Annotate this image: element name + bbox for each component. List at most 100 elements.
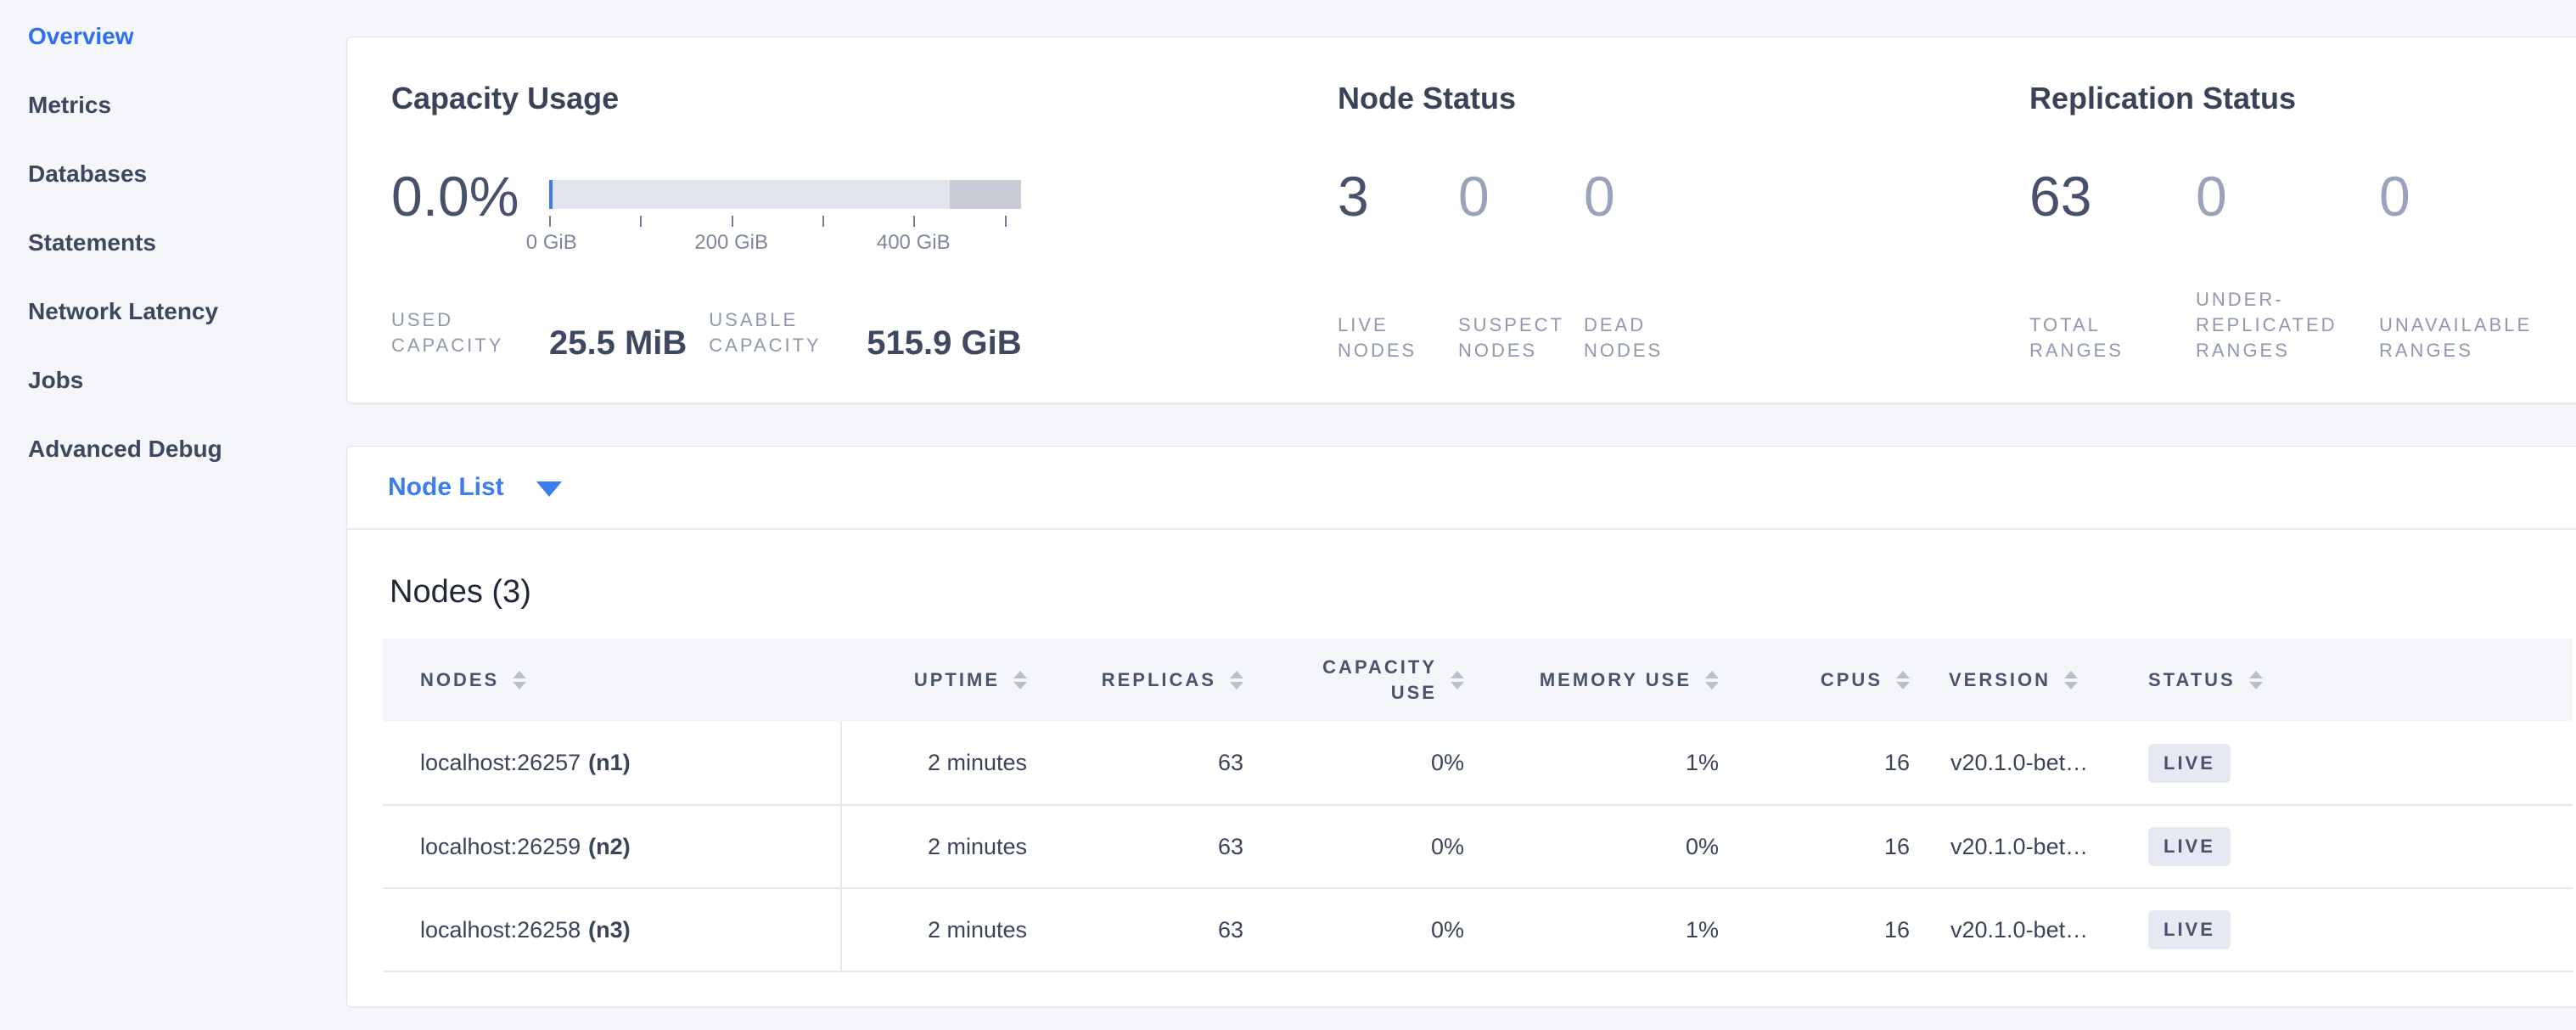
- capacity-bar-used-segment: [549, 180, 553, 209]
- replicas-cell: 63: [1217, 916, 1243, 943]
- version-cell: v20.1.0-bet…: [1950, 916, 2089, 943]
- live-nodes-stat: 3 LIVE NODES: [1338, 168, 1458, 363]
- column-header-replicas-label: REPLICAS: [1101, 669, 1216, 690]
- sort-icon: [1230, 671, 1243, 689]
- sidebar-item-metrics[interactable]: Metrics: [28, 91, 112, 118]
- used-capacity-value: 25.5 MiB: [549, 324, 687, 362]
- replication-status-title: Replication Status: [2029, 81, 2297, 115]
- column-header-memory-use[interactable]: MEMORY USE: [1503, 639, 1758, 722]
- column-header-nodes-label: NODES: [420, 669, 500, 690]
- node-list-dropdown[interactable]: Node List: [347, 447, 2576, 530]
- sort-icon: [2064, 671, 2079, 689]
- sidebar-item-databases[interactable]: Databases: [28, 160, 148, 187]
- capacity-stats: USED CAPACITY 25.5 MiB USABLE CAPACITY 5…: [391, 307, 1338, 362]
- node-status-stats: 3 LIVE NODES 0 SUSPECT NODES 0 DEAD NODE…: [1338, 168, 2029, 363]
- sort-icon: [1451, 671, 1464, 689]
- column-header-capacity-use-label: CAPACITY USE: [1322, 656, 1437, 703]
- unavailable-ranges-stat: 0 UNAVAILABLE RANGES: [2379, 168, 2574, 363]
- column-header-version-label: VERSION: [1949, 669, 2051, 690]
- column-header-capacity-use[interactable]: CAPACITY USE: [1282, 639, 1503, 722]
- table-row-n2[interactable]: localhost:26259 (n2) 2 minutes 63 0% 0% 1…: [383, 805, 2573, 888]
- table-row-n3[interactable]: localhost:26258 (n3) 2 minutes 63 0% 1% 1…: [383, 888, 2573, 971]
- suspect-nodes-label: SUSPECT NODES: [1458, 314, 1564, 361]
- column-header-cpus[interactable]: CPUS: [1758, 639, 1949, 722]
- total-ranges-value: 63: [2029, 165, 2092, 228]
- sidebar-item-statements[interactable]: Statements: [28, 228, 156, 256]
- column-header-memory-use-label: MEMORY USE: [1539, 669, 1692, 690]
- sidebar: Overview Metrics Databases Statements Ne…: [0, 0, 346, 1030]
- live-nodes-label: LIVE NODES: [1338, 314, 1417, 361]
- version-cell: v20.1.0-bet…: [1950, 750, 2089, 775]
- capacity-axis-ticks: [549, 209, 1021, 228]
- usable-capacity-label: USABLE CAPACITY: [709, 309, 822, 356]
- axis-label-400gib: 400 GiB: [876, 231, 951, 254]
- capacity-use-cell: 0%: [1430, 833, 1464, 859]
- column-header-cpus-label: CPUS: [1820, 669, 1883, 690]
- uptime-cell: 2 minutes: [927, 833, 1027, 859]
- sidebar-item-jobs[interactable]: Jobs: [28, 366, 84, 393]
- suspect-nodes-value: 0: [1458, 165, 1490, 228]
- sidebar-item-overview[interactable]: Overview: [28, 22, 134, 49]
- sort-icon: [1896, 671, 1910, 689]
- dead-nodes-label: DEAD NODES: [1584, 314, 1664, 361]
- node-id: (n2): [588, 833, 631, 859]
- axis-label-0gib: 0 GiB: [525, 231, 577, 254]
- node-status-panel: Node Status 3 LIVE NODES 0 SUSPECT NODES…: [1338, 82, 2029, 402]
- table-row-n1[interactable]: localhost:26257 (n1) 2 minutes 63 0% 1% 1…: [383, 722, 2573, 805]
- memory-use-cell: 1%: [1685, 750, 1719, 775]
- capacity-usage-panel: Capacity Usage 0.0%: [391, 82, 1338, 402]
- usable-capacity-value: 515.9 GiB: [867, 324, 1022, 362]
- used-capacity-label: USED CAPACITY: [391, 309, 504, 356]
- capacity-use-cell: 0%: [1430, 916, 1464, 943]
- usable-capacity-stat: USABLE CAPACITY 515.9 GiB: [709, 307, 1022, 362]
- node-id: (n1): [588, 750, 631, 775]
- node-status-title: Node Status: [1338, 81, 1517, 115]
- column-header-replicas[interactable]: REPLICAS: [1066, 639, 1282, 722]
- nodes-table: NODES UPTIME REPLICAS CAPACITY USE: [383, 639, 2573, 972]
- cpus-cell: 16: [1883, 916, 1910, 943]
- under-replicated-ranges-label: UNDER-REPLICATED RANGES: [2196, 289, 2337, 361]
- node-address[interactable]: localhost:26258: [420, 916, 581, 943]
- memory-use-cell: 0%: [1685, 833, 1719, 859]
- column-header-uptime[interactable]: UPTIME: [841, 639, 1066, 722]
- used-capacity-stat: USED CAPACITY 25.5 MiB: [391, 307, 687, 362]
- axis-label-200gib: 200 GiB: [694, 231, 768, 254]
- status-badge: LIVE: [2148, 910, 2231, 949]
- capacity-use-cell: 0%: [1430, 750, 1464, 775]
- capacity-bar-other-segment: [950, 180, 1021, 209]
- chevron-down-icon: [536, 481, 562, 497]
- unavailable-ranges-label: UNAVAILABLE RANGES: [2379, 314, 2533, 361]
- cpus-cell: 16: [1883, 833, 1910, 859]
- main-content: Capacity Usage 0.0%: [346, 0, 2576, 1030]
- sidebar-item-advanced-debug[interactable]: Advanced Debug: [28, 435, 222, 462]
- unavailable-ranges-value: 0: [2379, 165, 2410, 228]
- sort-icon: [1013, 671, 1027, 689]
- column-header-status[interactable]: STATUS: [2148, 639, 2573, 722]
- live-nodes-value: 3: [1338, 165, 1369, 228]
- dead-nodes-stat: 0 DEAD NODES: [1584, 168, 1728, 363]
- capacity-bar: [549, 180, 1021, 209]
- version-cell: v20.1.0-bet…: [1950, 833, 2089, 859]
- cluster-summary-card: Capacity Usage 0.0%: [346, 37, 2576, 403]
- node-list-dropdown-label: Node List: [388, 473, 504, 501]
- memory-use-cell: 1%: [1685, 916, 1719, 943]
- capacity-usage-title: Capacity Usage: [391, 81, 620, 115]
- replication-status-stats: 63 TOTAL RANGES 0 UNDER-REPLICATED RANGE…: [2029, 168, 2574, 363]
- total-ranges-label: TOTAL RANGES: [2029, 314, 2124, 361]
- capacity-bar-chart: 0 GiB 200 GiB 400 GiB: [526, 180, 1021, 254]
- node-address[interactable]: localhost:26257: [420, 750, 581, 775]
- sidebar-item-network-latency[interactable]: Network Latency: [28, 297, 219, 324]
- column-header-status-label: STATUS: [2148, 669, 2236, 690]
- replicas-cell: 63: [1217, 750, 1243, 775]
- nodes-section: Nodes (3): [347, 574, 2576, 1006]
- sort-icon: [513, 671, 527, 689]
- sort-icon: [2248, 671, 2263, 689]
- table-header-row: NODES UPTIME REPLICAS CAPACITY USE: [383, 639, 2573, 722]
- uptime-cell: 2 minutes: [927, 750, 1027, 775]
- node-address[interactable]: localhost:26259: [420, 833, 581, 859]
- column-header-nodes[interactable]: NODES: [383, 639, 841, 722]
- capacity-axis-labels: 0 GiB 200 GiB 400 GiB: [526, 228, 1021, 254]
- column-header-version[interactable]: VERSION: [1949, 639, 2148, 722]
- capacity-percent-value: 0.0%: [391, 165, 519, 228]
